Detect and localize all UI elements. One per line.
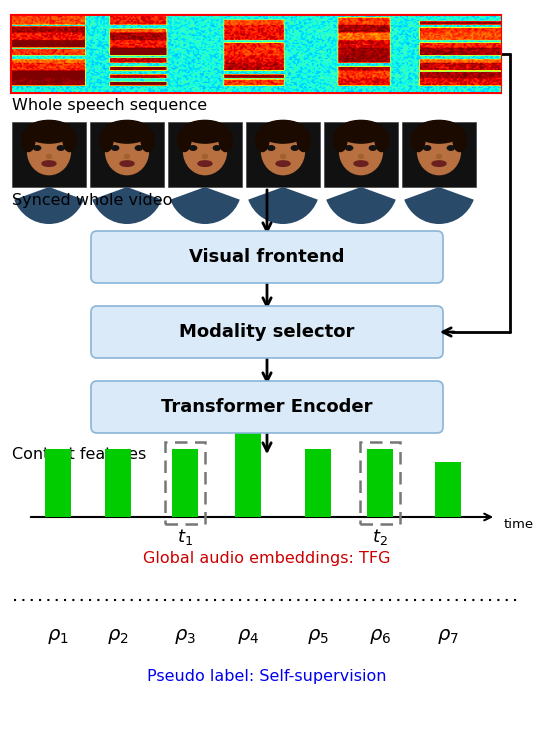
- Ellipse shape: [453, 129, 466, 152]
- Ellipse shape: [214, 146, 221, 150]
- Bar: [360, 442, 400, 524]
- Ellipse shape: [42, 161, 56, 166]
- Wedge shape: [14, 187, 84, 224]
- Text: Modality selector: Modality selector: [179, 323, 355, 341]
- Wedge shape: [326, 187, 396, 224]
- Text: $\rho_1$: $\rho_1$: [47, 627, 69, 647]
- Bar: [165, 442, 205, 524]
- Ellipse shape: [135, 146, 143, 150]
- Ellipse shape: [432, 161, 446, 166]
- Ellipse shape: [219, 129, 232, 152]
- Wedge shape: [248, 187, 318, 224]
- Ellipse shape: [106, 128, 148, 174]
- Text: Visual frontend: Visual frontend: [189, 248, 345, 266]
- Ellipse shape: [100, 129, 113, 152]
- Ellipse shape: [198, 161, 212, 166]
- Ellipse shape: [182, 120, 228, 143]
- Bar: [305, 449, 331, 517]
- Text: Transformer Encoder: Transformer Encoder: [161, 398, 373, 416]
- Bar: [367, 449, 393, 517]
- Ellipse shape: [26, 120, 72, 143]
- Ellipse shape: [57, 146, 64, 150]
- Text: Pseudo label: Self-supervision: Pseudo label: Self-supervision: [147, 669, 387, 684]
- Ellipse shape: [370, 146, 376, 150]
- Bar: [172, 449, 198, 517]
- Ellipse shape: [375, 129, 388, 152]
- Ellipse shape: [202, 154, 208, 159]
- Ellipse shape: [340, 128, 382, 174]
- Ellipse shape: [447, 146, 454, 150]
- Ellipse shape: [262, 128, 304, 174]
- Ellipse shape: [178, 129, 191, 152]
- Bar: [105, 449, 131, 517]
- Ellipse shape: [416, 120, 462, 143]
- Bar: [246, 122, 320, 187]
- Wedge shape: [170, 187, 240, 224]
- Ellipse shape: [418, 128, 460, 174]
- Ellipse shape: [297, 129, 310, 152]
- Bar: [435, 462, 461, 517]
- Bar: [324, 122, 398, 187]
- Bar: [12, 16, 500, 92]
- Bar: [402, 122, 476, 187]
- Ellipse shape: [334, 129, 347, 152]
- Ellipse shape: [46, 154, 51, 159]
- Text: $\rho_3$: $\rho_3$: [174, 627, 196, 647]
- Bar: [45, 449, 71, 517]
- Ellipse shape: [256, 129, 269, 152]
- Ellipse shape: [338, 120, 384, 143]
- Text: Global audio embeddings: TFG: Global audio embeddings: TFG: [143, 551, 391, 566]
- Ellipse shape: [34, 146, 41, 150]
- Ellipse shape: [292, 146, 299, 150]
- Text: $\rho_2$: $\rho_2$: [107, 627, 129, 647]
- Ellipse shape: [276, 161, 290, 166]
- Ellipse shape: [21, 129, 35, 152]
- Ellipse shape: [120, 161, 134, 166]
- Text: Synced whole video: Synced whole video: [12, 193, 172, 208]
- Text: time: time: [504, 518, 534, 532]
- Ellipse shape: [112, 146, 119, 150]
- Text: Whole speech sequence: Whole speech sequence: [12, 98, 207, 113]
- Ellipse shape: [124, 154, 130, 159]
- Ellipse shape: [28, 128, 70, 174]
- Ellipse shape: [358, 154, 364, 159]
- Text: $t_2$: $t_2$: [372, 527, 388, 547]
- Ellipse shape: [141, 129, 154, 152]
- Ellipse shape: [63, 129, 76, 152]
- Text: $\rho_7$: $\rho_7$: [437, 627, 459, 647]
- Ellipse shape: [104, 120, 150, 143]
- Bar: [168, 122, 242, 187]
- Ellipse shape: [184, 128, 226, 174]
- Text: $\rho_4$: $\rho_4$: [237, 627, 259, 647]
- Ellipse shape: [268, 146, 274, 150]
- Ellipse shape: [345, 146, 352, 150]
- Ellipse shape: [280, 154, 286, 159]
- FancyBboxPatch shape: [91, 306, 443, 358]
- Bar: [12, 122, 86, 187]
- Ellipse shape: [436, 154, 442, 159]
- FancyBboxPatch shape: [91, 381, 443, 433]
- Wedge shape: [404, 187, 474, 224]
- FancyBboxPatch shape: [91, 231, 443, 283]
- Text: $\rho_5$: $\rho_5$: [307, 627, 329, 647]
- Ellipse shape: [412, 129, 425, 152]
- Bar: [235, 432, 261, 517]
- Wedge shape: [92, 187, 162, 224]
- Ellipse shape: [354, 161, 368, 166]
- Ellipse shape: [423, 146, 430, 150]
- Bar: [90, 122, 164, 187]
- Text: Context features: Context features: [12, 447, 146, 462]
- Ellipse shape: [260, 120, 306, 143]
- Ellipse shape: [190, 146, 197, 150]
- Text: $t_1$: $t_1$: [177, 527, 193, 547]
- Text: $\rho_6$: $\rho_6$: [369, 627, 391, 647]
